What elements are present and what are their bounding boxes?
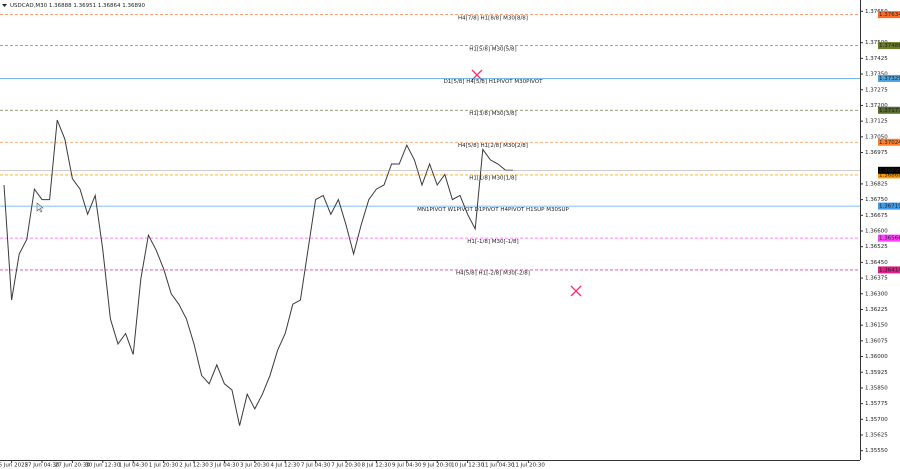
chart-title: USDCAD,M30 1.36888 1.36951 1.36864 1.368… — [10, 3, 146, 9]
y-tick-label: 1.37200 — [865, 103, 888, 109]
price-label: 1.37024 — [879, 140, 900, 146]
y-tick-label: 1.35625 — [865, 433, 888, 439]
price-label: 1.37634 — [879, 12, 900, 18]
price-label: 1.36414 — [879, 267, 900, 273]
x-tick-label: 7 Jul 20:30 — [331, 463, 361, 469]
price-label: 1.37329 — [879, 76, 900, 82]
price-line — [3, 119, 514, 426]
price-label: 1.36566 — [879, 236, 900, 242]
level-label: H4[7/8] H1[8/8] M30[8/8] — [458, 15, 528, 21]
level-label: H4[5/8] H1[-2/8] M30[-2/8] — [456, 271, 530, 277]
level-label: H4[5/8] H1[2/8] M30[2/8] — [458, 143, 528, 149]
y-tick-label: 1.36300 — [865, 291, 888, 297]
x-tick-label: 11 Jul 04:30 — [482, 463, 515, 469]
x-tick-label: 3 Jul 04:30 — [210, 463, 240, 469]
current-price-bg — [878, 166, 900, 174]
y-tick-label: 1.35850 — [865, 385, 888, 391]
y-tick-label: 1.36750 — [865, 197, 888, 203]
price-label: 1.37486 — [879, 43, 900, 49]
x-tick-label: 1 Jul 04:30 — [118, 463, 148, 469]
menu-icon[interactable] — [2, 4, 7, 7]
price-label-bg — [878, 266, 900, 274]
y-tick-label: 1.36600 — [865, 229, 888, 235]
x-tick-label: 27 Jun 20:30 — [55, 463, 90, 469]
y-tick-label: 1.35925 — [865, 370, 888, 376]
x-tick-label: 1 Jul 20:30 — [149, 463, 179, 469]
y-tick-label: 1.37050 — [865, 134, 888, 140]
y-tick-label: 1.37275 — [865, 87, 888, 93]
y-tick-label: 1.36375 — [865, 276, 888, 282]
price-label-bg — [878, 42, 900, 50]
y-tick-label: 1.35700 — [865, 417, 888, 423]
x-tick-label: 26 Jun 2025 — [0, 463, 29, 469]
price-label: 1.36719 — [879, 204, 900, 210]
price-label-bg — [878, 202, 900, 210]
x-tick-label: 3 Jul 20:30 — [240, 463, 270, 469]
x-marker — [570, 285, 582, 297]
level-label: H1[1/8] M30[1/8] — [469, 176, 516, 182]
y-tick-label: 1.36525 — [865, 244, 888, 250]
level-label: H1[3/8] M30[3/8] — [469, 111, 516, 117]
y-tick-label: 1.36675 — [865, 213, 888, 219]
level-label: D1[5/8] H4[5/8] H1PIVOT M30PIVOT — [444, 79, 544, 85]
y-tick-label: 1.36150 — [865, 323, 888, 329]
y-tick-label: 1.37650 — [865, 9, 888, 15]
price-label: 1.37177 — [879, 108, 900, 114]
price-label-bg — [878, 74, 900, 82]
y-tick-label: 1.37350 — [865, 72, 888, 78]
cursor — [36, 202, 44, 213]
price-label-bg — [878, 234, 900, 242]
price-label-bg — [878, 138, 900, 146]
y-tick-label: 1.36225 — [865, 307, 888, 313]
x-tick-label: 10 Jul 12:30 — [451, 463, 484, 469]
x-tick-label: 8 Jul 12:30 — [362, 463, 392, 469]
y-tick-label: 1.36975 — [865, 150, 888, 156]
y-tick-label: 1.35550 — [865, 448, 888, 454]
y-tick-label: 1.36075 — [865, 338, 888, 344]
price-label-bg — [878, 171, 900, 179]
price-label-bg — [878, 11, 900, 19]
y-tick-label: 1.37125 — [865, 119, 888, 125]
y-tick-label: 1.37500 — [865, 40, 888, 46]
y-tick-label: 1.36000 — [865, 354, 888, 360]
x-tick-label: 11 Jul 20:30 — [512, 463, 545, 469]
price-label: 1.36868 — [879, 172, 900, 178]
y-tick-label: 1.37425 — [865, 56, 888, 62]
x-tick-label: 2 Jul 12:30 — [179, 463, 209, 469]
level-label: H1[-1/8] M30[-1/8] — [467, 239, 518, 245]
x-tick-label: 30 Jun 12:30 — [85, 463, 120, 469]
x-tick-label: 4 Jul 12:30 — [270, 463, 300, 469]
x-tick-label: 7 Jul 04:30 — [301, 463, 331, 469]
y-tick-label: 1.36450 — [865, 260, 888, 266]
level-label: H1[5/8] M30[5/8] — [469, 46, 516, 52]
x-tick-label: 27 Jun 04:30 — [25, 463, 60, 469]
y-tick-label: 1.36825 — [865, 181, 888, 187]
x-tick-label: 9 Jul 20:30 — [422, 463, 452, 469]
price-label-bg — [878, 106, 900, 114]
y-tick-label: 1.35775 — [865, 401, 888, 407]
x-tick-label: 9 Jul 04:30 — [392, 463, 422, 469]
level-label: MN1PIVOT W1PIVOT D1PIVOT H4PIVOT H1SUP M… — [417, 207, 569, 213]
current-price-label: 1.36890 — [879, 168, 900, 174]
